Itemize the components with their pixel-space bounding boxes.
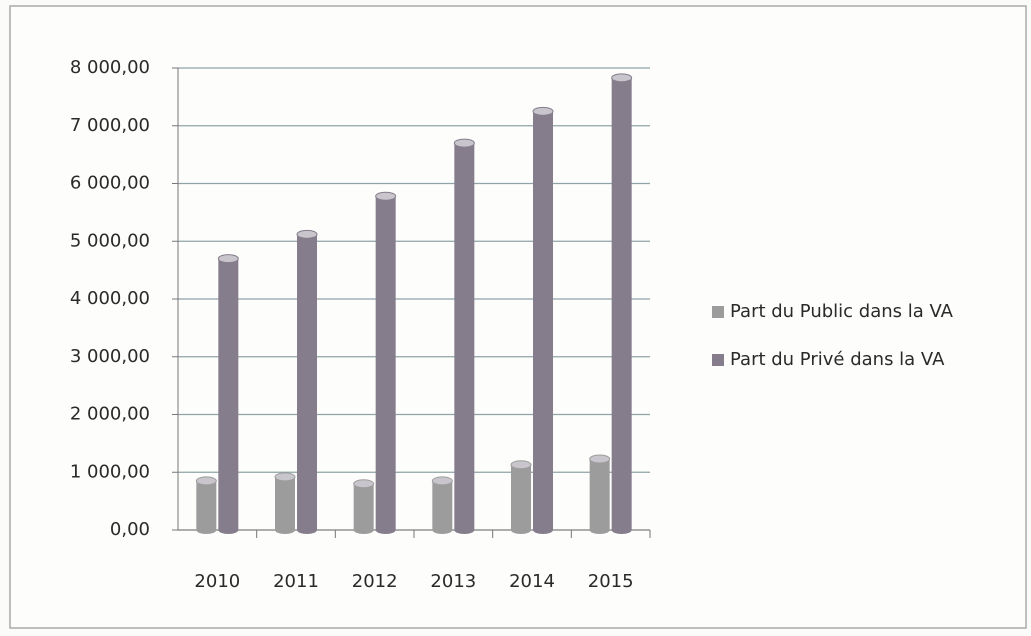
bar-top [589,454,611,464]
bar-top [532,106,554,116]
legend-swatch [712,306,724,318]
bar [454,143,475,530]
bar-base [432,526,453,534]
bar-base [611,526,632,534]
x-tick-label: 2010 [194,571,240,592]
bar-top [217,254,239,264]
bar-base [511,526,531,534]
bar-base [454,526,475,534]
bar-top [353,479,375,489]
bar-top [195,476,217,486]
bar-base [533,526,553,534]
legend-swatch [712,354,724,366]
bar [533,111,553,530]
bar [196,480,217,530]
bar-top [453,138,475,148]
y-tick-label: 8 000,00 [70,57,150,78]
legend-label: Part du Public dans la VA [730,301,954,322]
y-tick-label: 5 000,00 [70,230,150,251]
bar-base [589,526,610,534]
bar-base [353,526,374,534]
x-tick-label: 2015 [588,571,634,592]
bar [511,464,531,530]
bar [589,458,610,530]
x-tick-label: 2014 [509,571,555,592]
bar-top [510,460,532,470]
bar [353,483,374,530]
y-tick-label: 6 000,00 [70,173,150,194]
bar-base [297,526,317,534]
bar-base [218,526,239,534]
bar-base [275,526,295,534]
bar-top [611,73,633,83]
bar [611,77,632,530]
y-tick-label: 2 000,00 [70,404,150,425]
y-tick-label: 3 000,00 [70,346,150,367]
y-tick-label: 7 000,00 [70,115,150,136]
bar [275,476,295,530]
y-tick-label: 4 000,00 [70,288,150,309]
bar [375,196,396,530]
bar-top [274,472,296,482]
bar-top [431,476,453,486]
y-tick-label: 1 000,00 [70,461,150,482]
bar-top [375,191,397,201]
bar-base [375,526,396,534]
x-tick-label: 2011 [273,571,319,592]
bar [297,234,317,530]
bar [218,258,239,530]
bar-base [196,526,217,534]
bar [432,480,453,530]
x-tick-label: 2012 [352,571,398,592]
legend-label: Part du Privé dans la VA [730,349,945,370]
bar-top [296,229,318,239]
x-tick-label: 2013 [430,571,476,592]
y-tick-label: 0,00 [110,519,150,540]
